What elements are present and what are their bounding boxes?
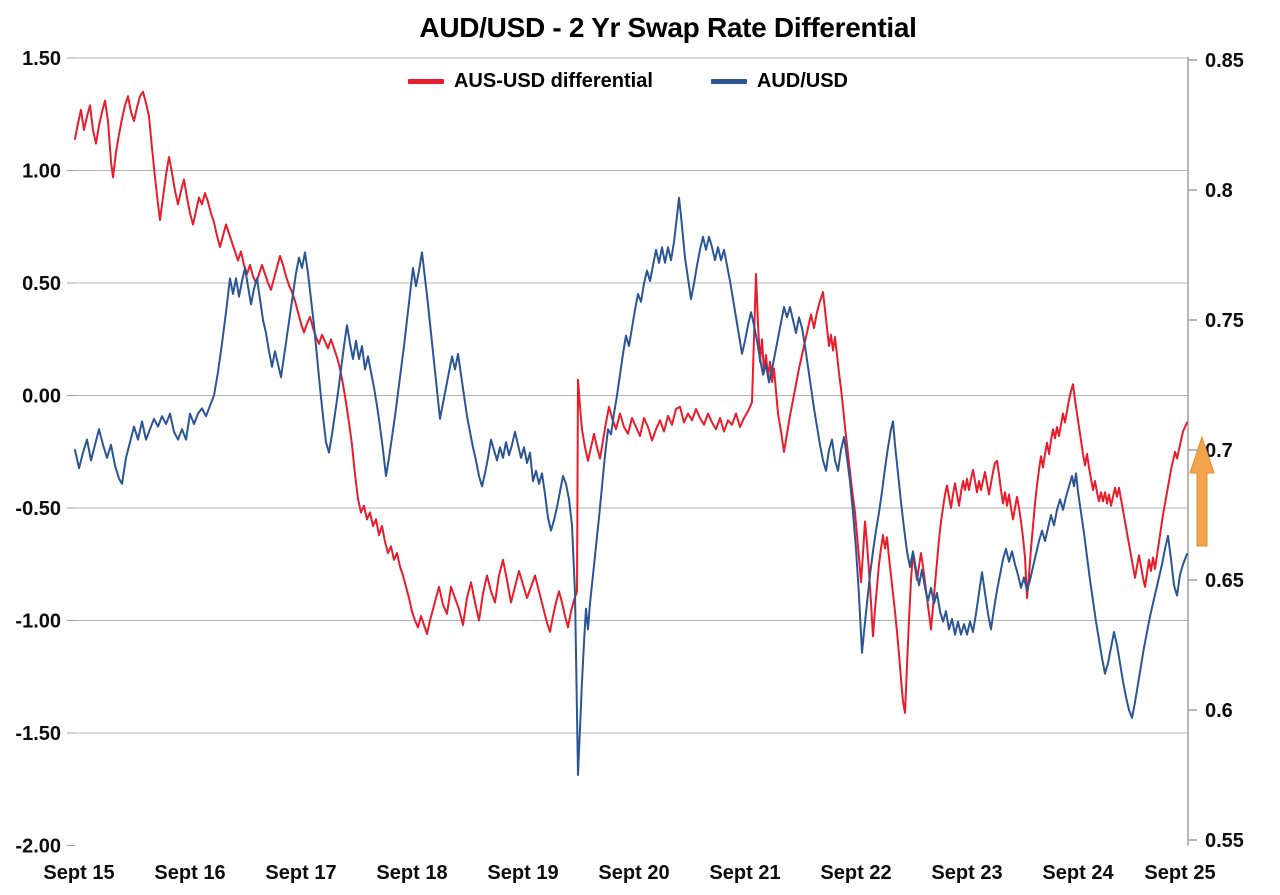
series-line-differential xyxy=(74,90,1188,714)
y-axis-left-label: -0.50 xyxy=(15,498,61,520)
legend-label-differential: AUS-USD differential xyxy=(453,70,653,92)
y-axis-right-label: 0.7 xyxy=(1205,440,1233,462)
legend-swatch-red-line xyxy=(407,79,444,84)
y-axis-right-label: 0.85 xyxy=(1205,50,1244,72)
y-axis-right-label: 0.75 xyxy=(1205,310,1244,332)
x-axis-label: Sept 23 xyxy=(931,862,1002,884)
x-axis-label: Sept 20 xyxy=(598,862,669,884)
x-axis-label: Sept 15 xyxy=(43,862,114,884)
x-axis-label: Sept 18 xyxy=(376,862,447,884)
y-axis-right-label: 0.8 xyxy=(1205,180,1233,202)
y-axis-right-label: 0.6 xyxy=(1205,700,1233,722)
y-axis-left-label: -1.00 xyxy=(15,611,61,633)
y-axis-left-label: 0.00 xyxy=(22,386,61,408)
x-axis-label: Sept 22 xyxy=(820,862,891,884)
chart-legend: AUS-USD differential AUD/USD xyxy=(0,70,1268,93)
x-axis-label: Sept 21 xyxy=(709,862,780,884)
y-axis-left-label: 1.00 xyxy=(22,161,61,183)
y-axis-left-label: -1.50 xyxy=(15,723,61,745)
y-axis-left-label: -2.00 xyxy=(15,836,61,858)
legend-item-audusd: AUD/USD xyxy=(710,70,849,93)
legend-item-differential: AUS-USD differential xyxy=(407,70,653,93)
legend-label-audusd: AUD/USD xyxy=(756,70,849,92)
x-axis-label: Sept 24 xyxy=(1042,862,1114,884)
series-line-audusd xyxy=(74,196,1188,776)
y-axis-right-label: 0.65 xyxy=(1205,570,1244,592)
x-axis-label: Sept 25 xyxy=(1144,862,1215,884)
x-axis-label: Sept 16 xyxy=(154,862,225,884)
y-axis-left-label: 1.50 xyxy=(22,48,61,70)
y-axis-right-label: 0.55 xyxy=(1205,830,1244,852)
legend-swatch-blue-line xyxy=(710,79,747,84)
up-arrow-annotation xyxy=(1189,436,1215,547)
y-axis-left-label: 0.50 xyxy=(22,273,61,295)
chart-title: AUD/USD - 2 Yr Swap Rate Differential xyxy=(419,12,917,43)
x-axis-label: Sept 19 xyxy=(487,862,558,884)
x-axis-label: Sept 17 xyxy=(265,862,336,884)
